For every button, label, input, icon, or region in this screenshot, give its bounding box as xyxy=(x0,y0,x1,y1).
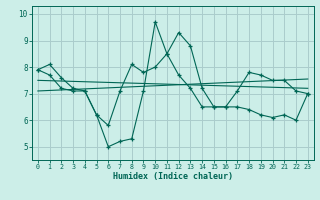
X-axis label: Humidex (Indice chaleur): Humidex (Indice chaleur) xyxy=(113,172,233,181)
